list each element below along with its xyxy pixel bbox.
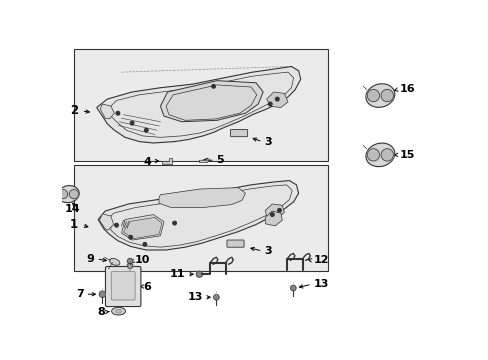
- Circle shape: [59, 189, 68, 199]
- Circle shape: [268, 102, 271, 106]
- Circle shape: [290, 285, 295, 291]
- FancyBboxPatch shape: [105, 266, 141, 306]
- Circle shape: [213, 294, 219, 300]
- Circle shape: [99, 291, 105, 297]
- Ellipse shape: [58, 185, 79, 203]
- Text: 13: 13: [313, 279, 328, 289]
- Text: 12: 12: [313, 255, 328, 265]
- Polygon shape: [265, 204, 284, 218]
- Polygon shape: [162, 158, 171, 164]
- Text: 16: 16: [399, 84, 414, 94]
- Circle shape: [380, 149, 393, 161]
- Bar: [74, 49, 327, 161]
- Ellipse shape: [115, 309, 122, 313]
- Text: 15: 15: [399, 150, 414, 160]
- Text: 13: 13: [187, 292, 203, 302]
- Polygon shape: [121, 215, 163, 240]
- Text: 2: 2: [70, 104, 78, 117]
- Ellipse shape: [111, 307, 125, 315]
- FancyBboxPatch shape: [230, 130, 247, 137]
- Text: 6: 6: [143, 282, 151, 292]
- Text: 8: 8: [97, 307, 104, 317]
- Circle shape: [275, 97, 279, 101]
- Text: 11: 11: [170, 269, 185, 279]
- Ellipse shape: [365, 84, 394, 107]
- Circle shape: [115, 224, 118, 227]
- Text: 3: 3: [264, 137, 271, 147]
- Text: 1: 1: [70, 219, 78, 231]
- Polygon shape: [97, 67, 300, 143]
- Circle shape: [270, 213, 274, 216]
- Circle shape: [130, 121, 134, 125]
- Text: 7: 7: [76, 289, 84, 299]
- Circle shape: [116, 112, 120, 115]
- Text: 3: 3: [264, 246, 271, 256]
- Circle shape: [366, 149, 379, 161]
- Text: 4: 4: [143, 157, 151, 167]
- Polygon shape: [98, 181, 298, 250]
- Circle shape: [144, 129, 148, 132]
- Circle shape: [69, 189, 79, 199]
- FancyBboxPatch shape: [226, 240, 244, 247]
- Circle shape: [143, 243, 146, 246]
- Circle shape: [129, 235, 132, 239]
- Circle shape: [127, 258, 133, 264]
- Circle shape: [211, 85, 215, 88]
- Text: 9: 9: [87, 254, 95, 264]
- Polygon shape: [266, 92, 287, 108]
- Polygon shape: [123, 217, 162, 239]
- Circle shape: [172, 221, 176, 225]
- Circle shape: [380, 89, 393, 102]
- Circle shape: [196, 271, 202, 277]
- Polygon shape: [100, 214, 113, 230]
- Polygon shape: [265, 211, 282, 226]
- Text: 14: 14: [64, 204, 80, 214]
- FancyBboxPatch shape: [111, 271, 135, 300]
- Circle shape: [127, 263, 133, 269]
- Ellipse shape: [365, 143, 394, 167]
- Polygon shape: [160, 81, 263, 122]
- Text: 5: 5: [216, 155, 224, 165]
- Ellipse shape: [109, 258, 120, 265]
- Polygon shape: [159, 188, 245, 207]
- Circle shape: [277, 208, 281, 212]
- Polygon shape: [199, 158, 209, 163]
- Bar: [74, 165, 327, 271]
- Text: 10: 10: [135, 255, 150, 265]
- Circle shape: [366, 89, 379, 102]
- Polygon shape: [100, 104, 114, 119]
